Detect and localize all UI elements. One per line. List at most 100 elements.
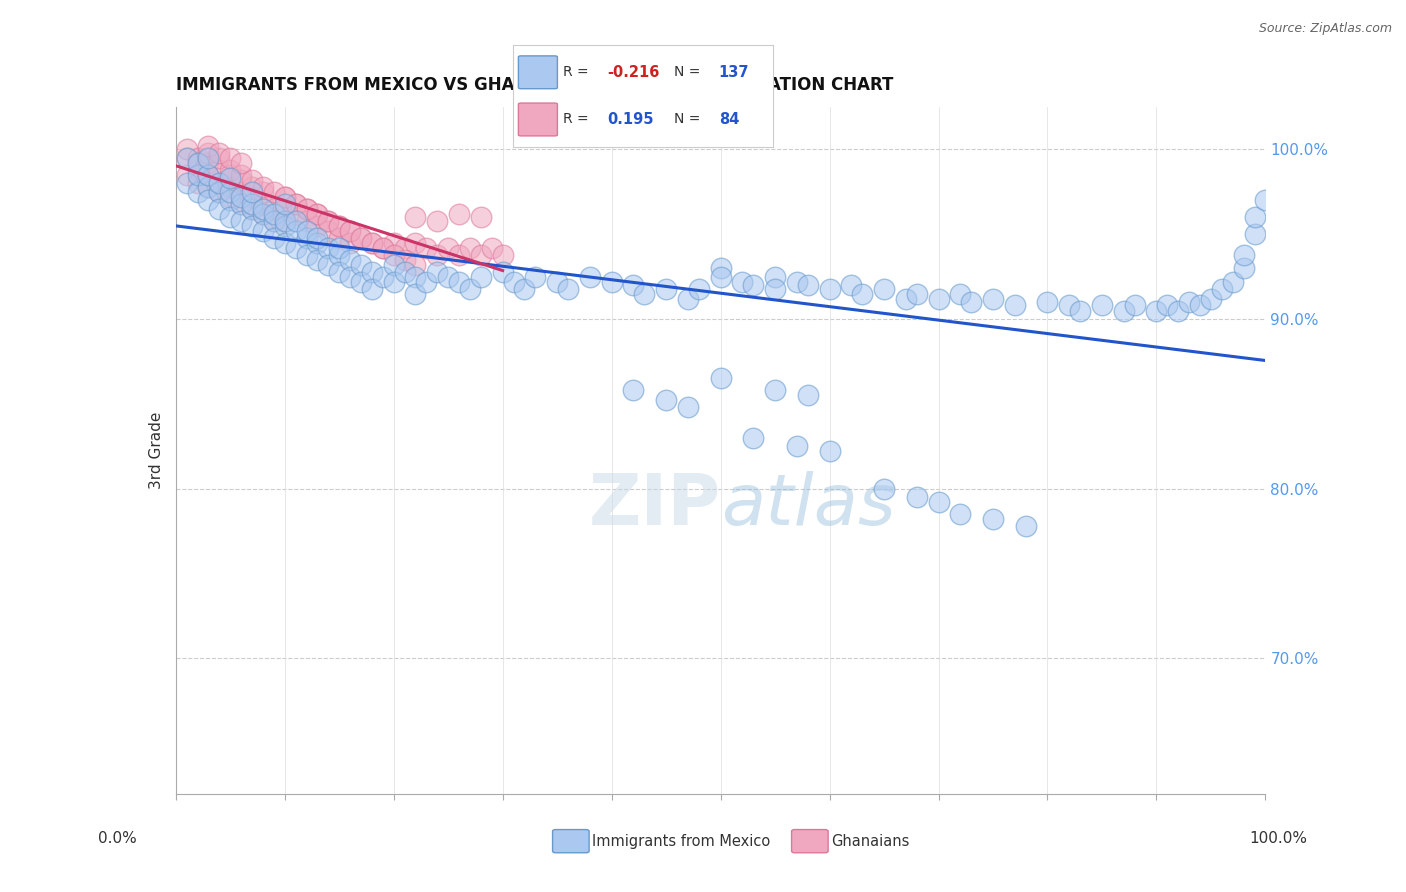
Point [328,264,350,278]
Point [1112,303,1135,318]
Point [219,190,242,204]
Point [307,207,329,221]
Point [481,241,503,255]
Point [905,286,928,301]
Point [263,207,285,221]
Point [307,219,329,233]
Point [328,230,350,244]
Point [981,292,1004,306]
Point [176,151,198,165]
Point [307,207,329,221]
Point [176,143,198,157]
Point [655,393,678,408]
Text: R =: R = [562,65,588,79]
Point [382,247,405,261]
Point [1243,227,1265,242]
Point [318,224,340,238]
Point [360,235,382,250]
Point [339,235,361,250]
Point [240,173,263,187]
Point [186,162,209,177]
Point [208,185,231,199]
Point [1222,275,1244,289]
Point [894,292,917,306]
Point [1167,303,1189,318]
Point [307,235,329,250]
Point [676,292,699,306]
Point [208,162,231,177]
Point [394,241,416,255]
Text: 0.0%: 0.0% [98,831,138,846]
Point [350,258,373,272]
Point [470,211,492,225]
Point [284,196,307,211]
Text: 100.0%: 100.0% [1250,831,1308,846]
Point [252,196,274,211]
Point [284,224,307,238]
Point [818,444,841,458]
Point [231,190,253,204]
Point [405,211,427,225]
Point [307,252,329,267]
Text: 84: 84 [718,112,740,127]
Point [1069,303,1091,318]
Point [1232,261,1256,276]
Point [405,258,427,272]
Point [470,269,492,284]
Point [633,286,655,301]
Point [176,151,198,165]
Text: Immigrants from Mexico: Immigrants from Mexico [592,834,770,848]
Point [252,207,274,221]
Point [295,202,318,216]
Point [1232,247,1256,261]
Point [350,230,373,244]
Point [295,224,318,238]
Point [274,219,297,233]
Point [710,371,733,385]
Point [252,179,274,194]
Point [710,269,733,284]
Point [841,278,863,293]
Point [274,235,297,250]
Point [405,286,427,301]
Point [1123,298,1146,312]
Point [208,151,231,165]
Point [405,235,427,250]
Point [240,185,263,199]
Point [851,286,873,301]
Point [786,439,808,453]
Point [186,185,209,199]
Point [295,202,318,216]
Point [1015,519,1038,533]
Point [1211,281,1233,295]
Point [240,202,263,216]
FancyBboxPatch shape [519,103,557,136]
Point [458,281,481,295]
Point [208,185,231,199]
Point [197,151,219,165]
Point [219,185,242,199]
Point [382,235,405,250]
Point [284,241,307,255]
Point [219,179,242,194]
Point [949,286,972,301]
Point [339,224,361,238]
Point [1178,295,1201,310]
Point [1189,298,1212,312]
Point [524,269,547,284]
Point [274,190,297,204]
Point [655,281,678,295]
Point [295,213,318,227]
Point [502,275,524,289]
Point [350,275,373,289]
Point [318,213,340,227]
Point [415,275,437,289]
Point [231,173,253,187]
Point [382,258,405,272]
Y-axis label: 3rd Grade: 3rd Grade [149,412,165,489]
Point [328,219,350,233]
Point [219,168,242,182]
Point [873,281,896,295]
Point [426,247,449,261]
Text: Source: ZipAtlas.com: Source: ZipAtlas.com [1258,22,1392,36]
